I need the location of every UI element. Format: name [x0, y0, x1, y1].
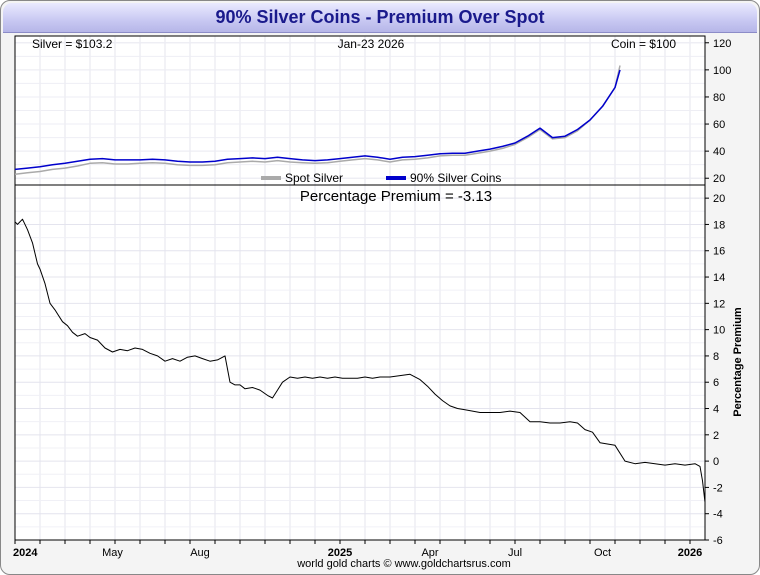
premium-panel-title: Percentage Premium = -3.13	[300, 188, 492, 205]
coin-price-label: Coin = $100	[611, 37, 676, 51]
footer-credit: world gold charts © www.goldchartsrus.co…	[296, 558, 511, 570]
series-line-percentage-premium	[14, 218, 706, 503]
premium-y-tick-label: 18	[713, 219, 725, 231]
price-panel-grid	[14, 36, 705, 185]
x-tick-label: Jul	[508, 547, 522, 559]
price-y-tick-label: 60	[713, 119, 725, 131]
premium-y-tick-label: 8	[713, 351, 719, 363]
x-tick-label: 2024	[13, 547, 38, 559]
premium-panel-series	[14, 218, 706, 503]
premium-panel-background	[15, 185, 705, 540]
premium-panel-border	[14, 184, 706, 541]
x-tick-label: Oct	[594, 547, 611, 559]
price-panel-y-axis: 20 40 60 80 100 120	[705, 38, 731, 185]
x-tick-label: May	[102, 547, 123, 559]
premium-panel-y-axis: -6 -4 -2 0 2 4 6 8 10 12 14 16 18 20	[705, 193, 725, 547]
legend-label-90-silver-coins: 90% Silver Coins	[410, 171, 501, 185]
premium-y-tick-label: 6	[713, 377, 719, 389]
premium-y-tick-label: 20	[713, 193, 725, 205]
premium-y-tick-label: 14	[713, 272, 725, 284]
silver-price-label: Silver = $103.2	[32, 37, 113, 51]
x-tick-label: Apr	[421, 547, 438, 559]
chart-date-label: Jan-23 2026	[338, 37, 405, 51]
legend-label-spot-silver: Spot Silver	[285, 171, 343, 185]
premium-y-tick-label: 10	[713, 325, 725, 337]
price-panel-series	[14, 65, 621, 175]
premium-y-tick-label: 2	[713, 430, 719, 442]
chart-title: 90% Silver Coins - Premium Over Spot	[3, 3, 757, 33]
premium-y-tick-label: 0	[713, 456, 719, 468]
series-line-spot-silver	[14, 65, 621, 175]
price-y-tick-label: 20	[713, 173, 725, 185]
x-tick-label: 2026	[678, 547, 702, 559]
premium-y-tick-label: -2	[713, 482, 723, 494]
premium-y-tick-label: -6	[713, 535, 723, 547]
premium-y-tick-label: 4	[713, 404, 719, 416]
price-y-tick-label: 100	[713, 65, 731, 77]
legend-swatch-spot-silver	[261, 176, 281, 180]
premium-y-tick-label: -4	[713, 509, 723, 521]
premium-panel-grid	[14, 185, 705, 541]
x-axis: 2024 May Aug 2025 Apr Jul Oct 2026	[13, 540, 702, 559]
x-tick-label: Aug	[190, 547, 210, 559]
premium-y-tick-label: 16	[713, 246, 725, 258]
x-tick-label: 2025	[328, 547, 352, 559]
price-y-tick-label: 80	[713, 92, 725, 104]
legend: Spot Silver 90% Silver Coins	[261, 171, 501, 185]
legend-swatch-90-silver-coins	[386, 176, 406, 180]
premium-y-axis-label: Percentage Premium	[732, 307, 744, 417]
premium-y-tick-label: 12	[713, 298, 725, 310]
price-y-tick-label: 120	[713, 38, 731, 50]
price-y-tick-label: 40	[713, 146, 725, 158]
series-line-90-silver-coins	[14, 69, 621, 171]
